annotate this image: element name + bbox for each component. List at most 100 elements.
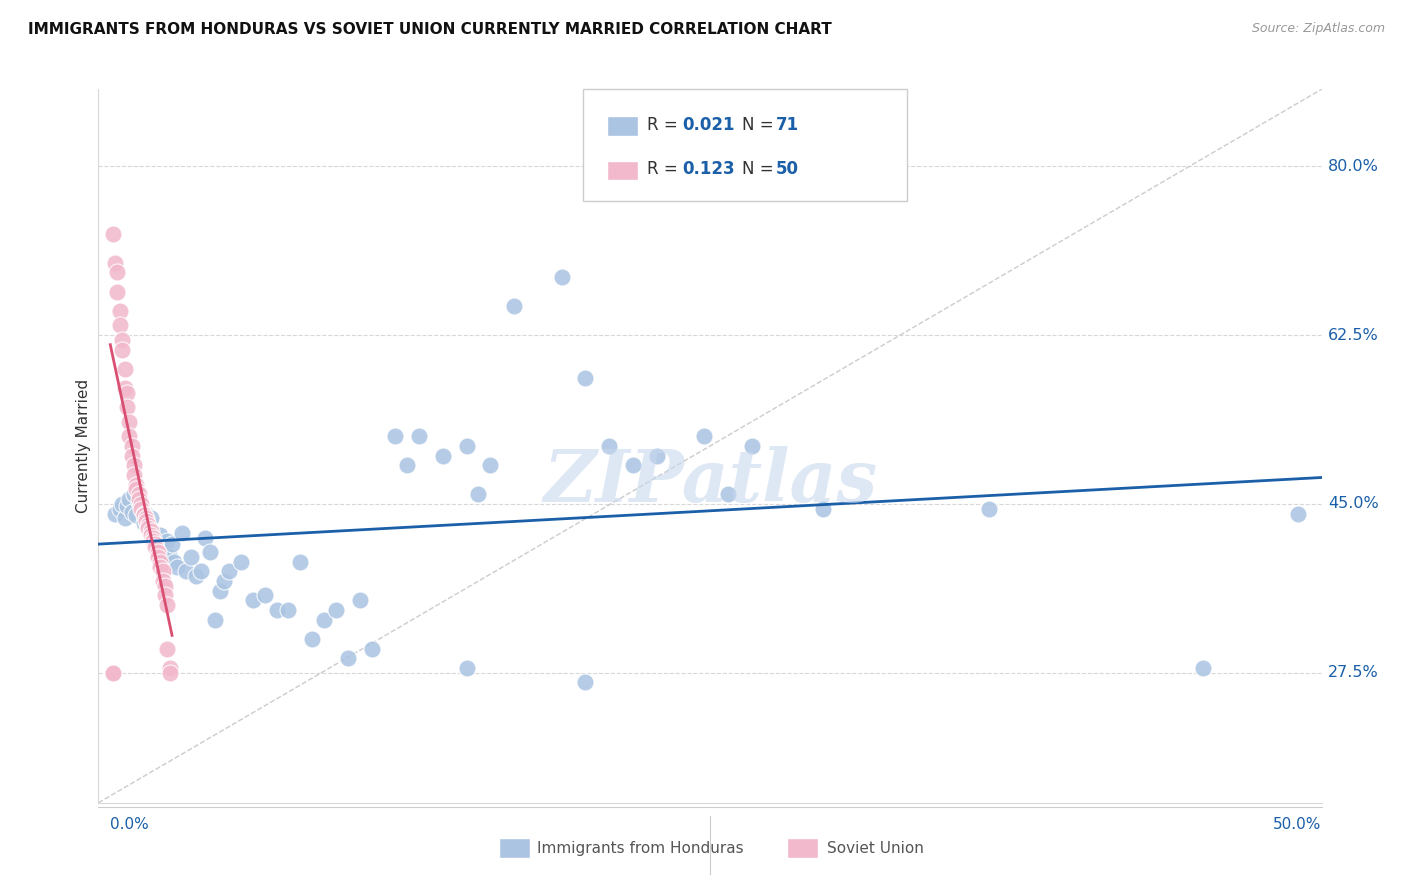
Point	[277, 603, 299, 617]
Point	[122, 487, 145, 501]
Text: 0.021: 0.021	[682, 116, 734, 134]
Point	[149, 527, 172, 541]
Point	[114, 511, 136, 525]
Point	[218, 565, 240, 579]
Point	[145, 541, 167, 555]
Point	[408, 429, 430, 443]
Point	[312, 613, 335, 627]
Point	[142, 533, 165, 548]
Point	[156, 533, 179, 548]
Point	[107, 285, 129, 299]
Point	[190, 565, 212, 579]
Point	[136, 521, 159, 535]
Point	[204, 613, 226, 627]
Point	[125, 477, 148, 491]
Point	[242, 593, 264, 607]
Point	[128, 495, 150, 509]
Point	[467, 487, 489, 501]
Text: 71: 71	[776, 116, 799, 134]
Point	[266, 603, 288, 617]
Point	[360, 641, 382, 656]
Point	[621, 458, 644, 473]
Point	[153, 579, 176, 593]
Point	[145, 531, 167, 545]
Text: 50: 50	[776, 161, 799, 178]
Point	[139, 524, 162, 538]
Point	[194, 531, 217, 545]
Text: 62.5%: 62.5%	[1327, 327, 1378, 343]
Point	[176, 565, 198, 579]
Point	[108, 501, 131, 516]
Point	[135, 514, 157, 528]
Point	[101, 665, 124, 680]
Text: ZIPatlas: ZIPatlas	[543, 446, 877, 517]
Point	[142, 531, 165, 545]
Point	[128, 491, 150, 506]
Point	[115, 401, 138, 415]
Point	[153, 545, 176, 559]
Point	[301, 632, 323, 646]
Text: 50.0%: 50.0%	[1274, 817, 1322, 832]
Point	[384, 429, 406, 443]
Point	[170, 525, 193, 540]
Point	[136, 518, 159, 533]
Text: Source: ZipAtlas.com: Source: ZipAtlas.com	[1251, 22, 1385, 36]
Point	[977, 501, 1000, 516]
Y-axis label: Currently Married: Currently Married	[76, 379, 91, 513]
Text: 45.0%: 45.0%	[1327, 496, 1378, 511]
Point	[693, 429, 716, 443]
Point	[132, 516, 155, 530]
Point	[139, 527, 162, 541]
Point	[139, 511, 162, 525]
Point	[152, 541, 174, 555]
Point	[1192, 661, 1215, 675]
Point	[101, 665, 124, 680]
Point	[152, 565, 174, 579]
Point	[145, 537, 167, 551]
Point	[132, 507, 155, 521]
Point	[349, 593, 371, 607]
Point	[574, 675, 596, 690]
Point	[336, 651, 359, 665]
Point	[198, 545, 221, 559]
Point	[456, 439, 478, 453]
Point	[101, 227, 124, 241]
Point	[115, 499, 138, 513]
Point	[159, 549, 181, 564]
Point	[114, 362, 136, 376]
Point	[717, 487, 740, 501]
Text: IMMIGRANTS FROM HONDURAS VS SOVIET UNION CURRENTLY MARRIED CORRELATION CHART: IMMIGRANTS FROM HONDURAS VS SOVIET UNION…	[28, 22, 832, 37]
Point	[1286, 507, 1309, 521]
Point	[118, 415, 141, 429]
Point	[503, 299, 526, 313]
Point	[111, 343, 134, 357]
Point	[146, 545, 169, 559]
Text: N =: N =	[742, 161, 779, 178]
Point	[118, 429, 141, 443]
Point	[160, 537, 183, 551]
Text: 0.0%: 0.0%	[110, 817, 149, 832]
Text: Soviet Union: Soviet Union	[827, 841, 924, 855]
Point	[811, 501, 834, 516]
Point	[129, 501, 152, 516]
Text: Immigrants from Honduras: Immigrants from Honduras	[537, 841, 744, 855]
Point	[290, 555, 312, 569]
Point	[108, 318, 131, 333]
Point	[128, 487, 150, 501]
Point	[129, 497, 152, 511]
Point	[104, 507, 127, 521]
Text: 80.0%: 80.0%	[1327, 159, 1379, 174]
Point	[153, 589, 176, 603]
Text: 27.5%: 27.5%	[1327, 665, 1378, 680]
Point	[111, 333, 134, 347]
Point	[135, 507, 157, 521]
Point	[122, 467, 145, 482]
Point	[104, 256, 127, 270]
Point	[156, 598, 179, 612]
Point	[108, 304, 131, 318]
Point	[550, 270, 572, 285]
Point	[741, 439, 763, 453]
Point	[645, 449, 668, 463]
Point	[121, 449, 143, 463]
Point	[129, 499, 152, 513]
